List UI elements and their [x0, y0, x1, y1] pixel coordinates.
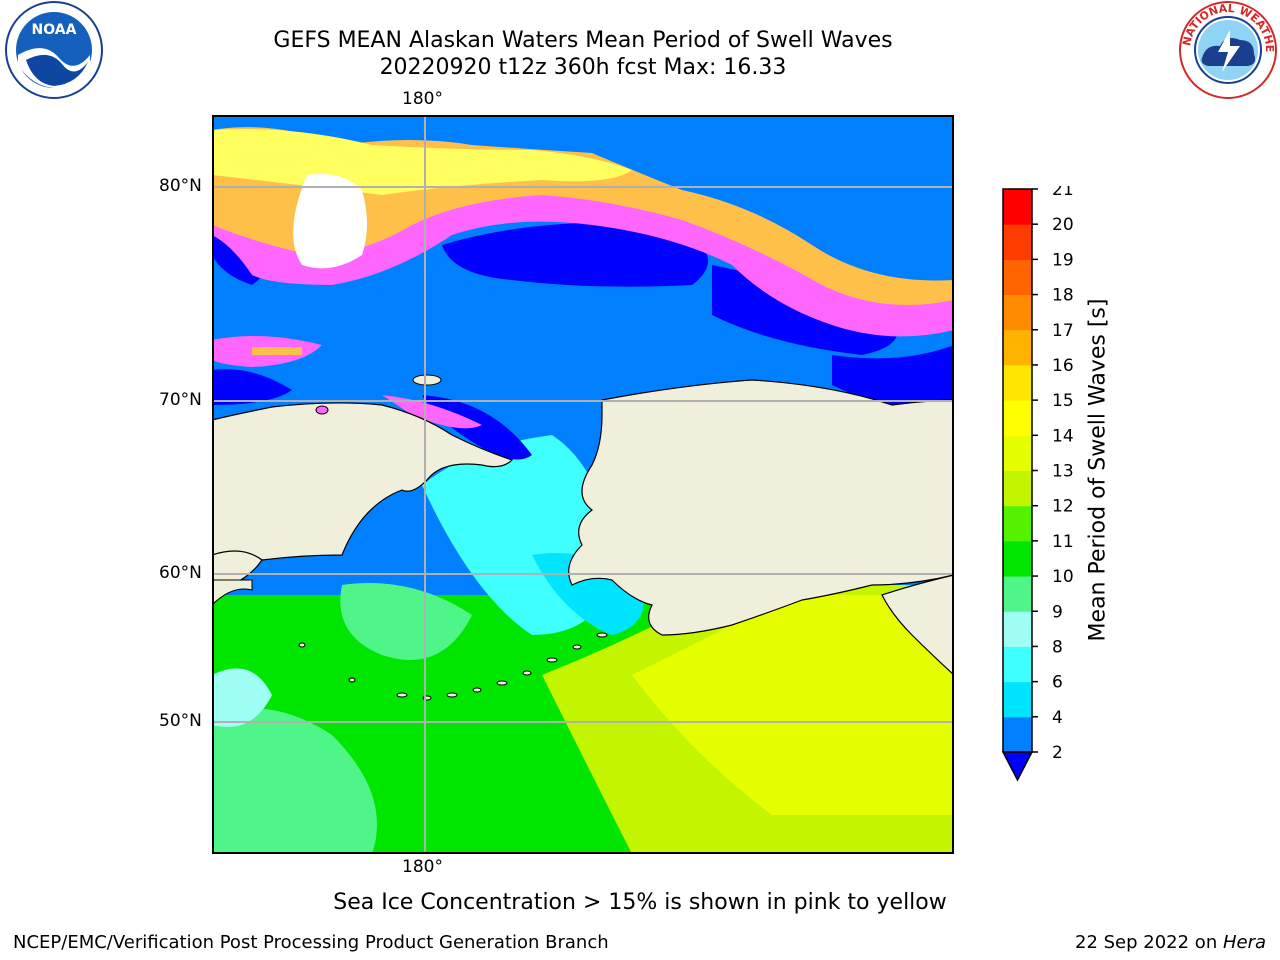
colorbar-band [1003, 716, 1032, 753]
map-frame [212, 115, 954, 854]
nws-logo-icon: NATIONAL WEATHER SERVICE [1178, 0, 1277, 99]
colorbar-band [1003, 364, 1032, 401]
colorbar-band [1003, 294, 1032, 331]
colorbar-band [1003, 470, 1032, 507]
colorbar-tick-label: 2 [1052, 743, 1063, 763]
colorbar-tick-label: 15 [1052, 391, 1074, 411]
chart-subtitle: 20220920 t12z 360h fcst Max: 16.33 [379, 55, 787, 80]
colorbar-tick-label: 6 [1052, 673, 1063, 693]
sea-ice-note: Sea Ice Concentration > 15% is shown in … [333, 890, 947, 915]
swell-zone-9-10 [212, 708, 377, 854]
chart-title: GEFS MEAN Alaskan Waters Mean Period of … [273, 28, 893, 53]
colorbar-band [1003, 505, 1032, 542]
host-name: Hera [1222, 932, 1266, 953]
credit-text: NCEP/EMC/Verification Post Processing Pr… [13, 932, 609, 953]
colorbar-tick-label: 17 [1052, 321, 1074, 341]
colorbar-tick-label: 10 [1052, 567, 1074, 587]
colorbar-band [1003, 259, 1032, 296]
colorbar-tick-label: 19 [1052, 250, 1074, 270]
colorbar-tick-label: 9 [1052, 602, 1063, 622]
colorbar-extend-arrow [1001, 751, 1034, 782]
land-canada-coast [881, 574, 954, 676]
lat-label-50: 50°N [159, 711, 202, 731]
swell-zone-8-9 [212, 668, 272, 727]
date-text: 22 Sep 2022 on Hera [1075, 932, 1266, 953]
aleutian-islands [298, 374, 608, 701]
colorbar-band [1003, 576, 1032, 612]
colorbar-band [1003, 681, 1032, 718]
colorbar-band [1003, 540, 1032, 577]
colorbar-tick-label: 18 [1052, 286, 1074, 306]
colorbar-band [1003, 189, 1032, 225]
map-panel [212, 115, 954, 854]
colorbar-band [1003, 435, 1032, 471]
land-alaska [568, 379, 954, 636]
colorbar-tick-label: 14 [1052, 426, 1074, 446]
colorbar-tick-label: 4 [1052, 708, 1063, 728]
colorbar-tick-label: 21 [1052, 186, 1074, 200]
noaa-logo-icon: NOAA [5, 1, 103, 99]
land-chukotka [212, 402, 514, 576]
lat-label-70: 70°N [159, 390, 202, 410]
colorbar-band [1003, 400, 1032, 436]
lat-label-80: 80°N [159, 176, 202, 196]
lat-label-60: 60°N [159, 563, 202, 583]
colorbar-label: Mean Period of Swell Waves [s] [1085, 298, 1111, 642]
colorbar-tick-label: 12 [1052, 497, 1074, 517]
colorbar-tick-label: 13 [1052, 462, 1074, 482]
swell-zone-13-14 [632, 595, 954, 815]
colorbar-band [1003, 646, 1032, 683]
map-gridlines [212, 115, 954, 854]
colorbar-tick-label: 20 [1052, 215, 1074, 235]
lon-label-top: 180° [402, 89, 443, 109]
colorbar-tick-label: 8 [1052, 637, 1063, 657]
colorbar-tick-label: 11 [1052, 532, 1074, 552]
colorbar-band [1003, 224, 1032, 260]
colorbar-band [1003, 329, 1032, 366]
open-area-no-data [293, 174, 367, 269]
svg-text:NOAA: NOAA [32, 22, 77, 38]
colorbar-tick-label: 16 [1052, 356, 1074, 376]
lon-label-bottom: 180° [402, 857, 443, 877]
colorbar: 2 4 6 8 9 10 11 12 13 14 15 16 17 18 19 20 21 [1001, 186, 1074, 782]
colorbar-band [1003, 611, 1032, 647]
